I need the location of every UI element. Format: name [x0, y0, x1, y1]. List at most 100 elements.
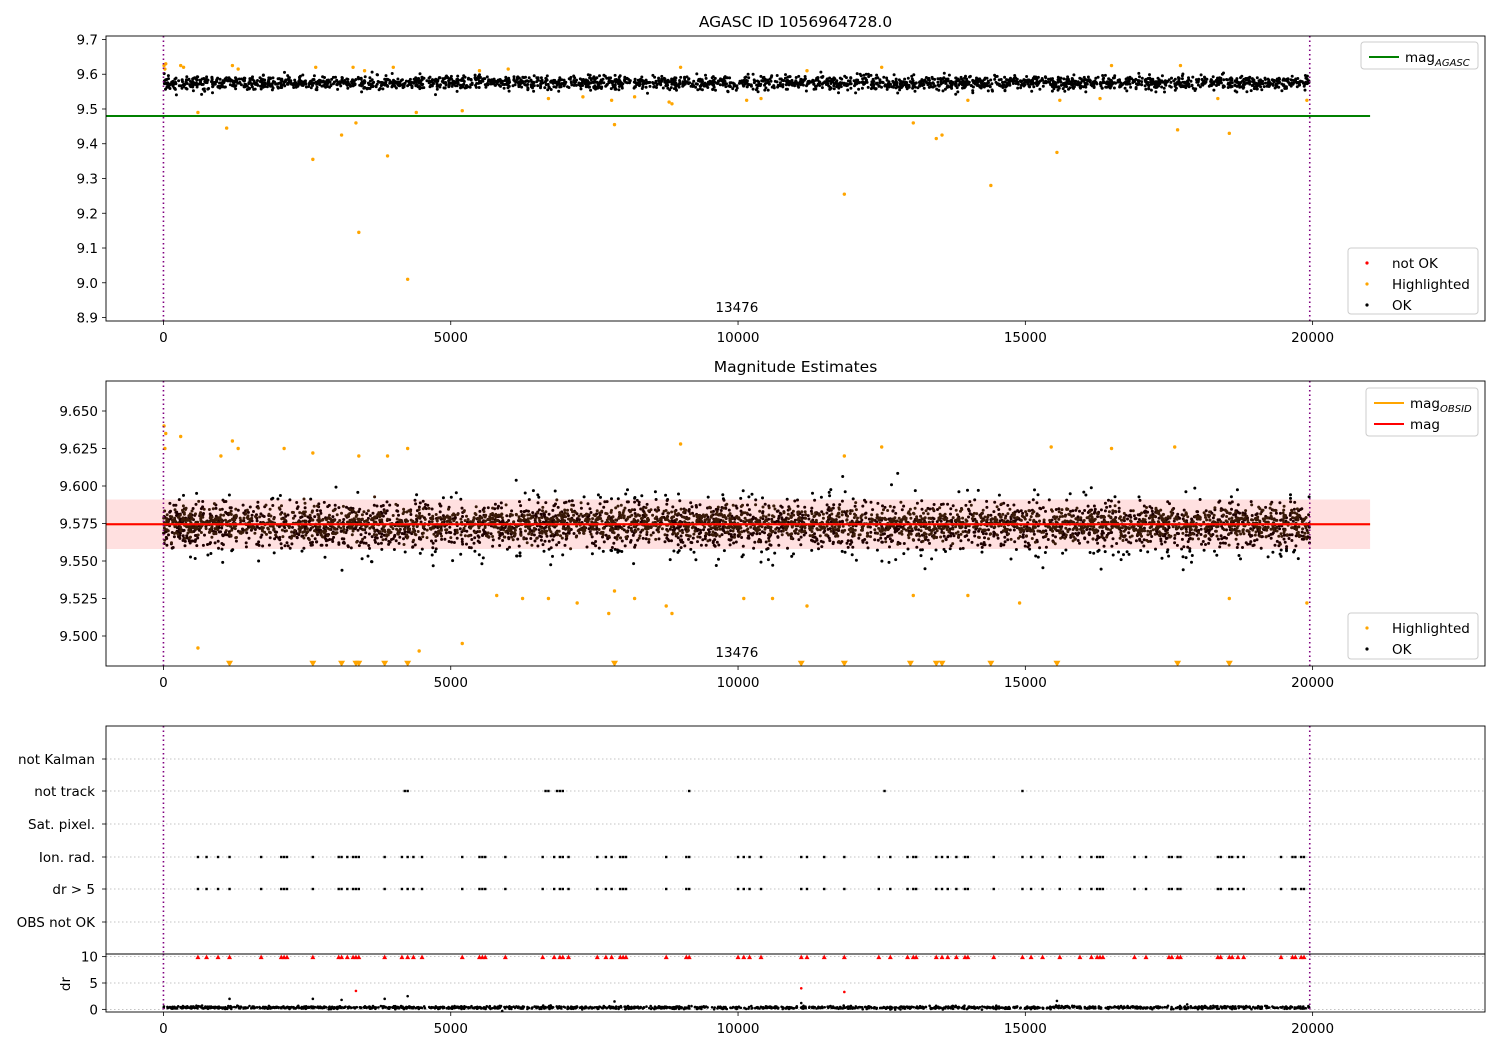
data-point [415, 493, 418, 496]
data-point [1188, 550, 1191, 553]
data-point [1147, 84, 1150, 87]
data-point [1003, 76, 1006, 79]
data-point [441, 80, 444, 83]
data-point [1016, 78, 1019, 81]
data-point [666, 84, 669, 87]
data-point [837, 87, 840, 90]
data-point [357, 77, 360, 80]
data-point [870, 87, 873, 90]
data-point [515, 479, 518, 482]
data-point [1181, 77, 1184, 80]
data-point [1141, 77, 1144, 80]
data-point [755, 88, 758, 91]
data-point [442, 496, 445, 499]
data-point [638, 84, 641, 87]
data-point [486, 75, 489, 78]
data-point [1112, 81, 1115, 84]
data-point [311, 158, 314, 161]
data-point [1239, 76, 1242, 79]
data-point [366, 87, 369, 90]
data-point [1147, 77, 1150, 80]
data-point [958, 81, 961, 84]
data-point [1303, 85, 1306, 88]
data-point [602, 81, 605, 84]
data-point [1146, 550, 1149, 553]
data-point [712, 84, 715, 87]
data-point [274, 83, 277, 86]
data-point [450, 82, 453, 85]
data-point [1308, 495, 1311, 498]
data-point [1129, 86, 1132, 89]
data-point [911, 78, 914, 81]
data-point [332, 76, 335, 79]
data-point [867, 73, 870, 76]
data-point [1049, 79, 1052, 82]
data-point [991, 88, 994, 91]
data-point [470, 79, 473, 82]
data-point [1167, 555, 1170, 558]
data-point [444, 82, 447, 85]
data-point [1203, 549, 1206, 552]
data-point [1157, 77, 1160, 80]
data-point [292, 84, 295, 87]
data-point [773, 552, 776, 555]
data-point [1034, 555, 1037, 558]
y-tick-label: 9.0 [77, 276, 98, 292]
data-point [614, 74, 617, 77]
data-point [1191, 554, 1194, 557]
data-point [759, 83, 762, 86]
data-point [551, 555, 554, 558]
data-point [924, 567, 927, 570]
data-point [654, 490, 657, 493]
data-point [474, 84, 477, 87]
data-point [392, 66, 395, 69]
data-point [1192, 87, 1195, 90]
data-point [487, 83, 490, 86]
data-point [1225, 78, 1228, 81]
legend-dot-swatch [1365, 261, 1368, 264]
data-point [535, 80, 538, 83]
data-point [1128, 83, 1131, 86]
data-point [1174, 85, 1177, 88]
data-point [886, 79, 889, 82]
data-point [462, 74, 465, 77]
data-point [1182, 555, 1185, 558]
data-point [1122, 553, 1125, 556]
data-point [1283, 87, 1286, 90]
data-point [524, 492, 527, 495]
data-point [732, 82, 735, 85]
data-point [205, 75, 208, 78]
data-point [1061, 552, 1064, 555]
data-point [335, 79, 338, 82]
data-point [391, 72, 394, 75]
data-point [1228, 132, 1231, 135]
data-point [196, 111, 199, 114]
data-point [962, 79, 965, 82]
data-point [1282, 83, 1285, 86]
data-point [966, 489, 969, 492]
data-point [478, 73, 481, 76]
data-point [844, 551, 847, 554]
data-point [585, 85, 588, 88]
data-point [1063, 90, 1066, 93]
data-point [388, 82, 391, 85]
data-point [751, 493, 754, 496]
data-point [1278, 77, 1281, 80]
data-point [726, 76, 729, 79]
data-point [943, 72, 946, 75]
data-point [320, 85, 323, 88]
data-point [598, 74, 601, 77]
data-point [451, 559, 454, 562]
data-point [619, 74, 622, 77]
data-point [727, 90, 730, 93]
data-point [1295, 82, 1298, 85]
data-point [203, 87, 206, 90]
data-point [684, 83, 687, 86]
data-point [805, 90, 808, 93]
data-point [207, 79, 210, 82]
data-point [543, 86, 546, 89]
data-point [1145, 82, 1148, 85]
data-point [954, 93, 957, 96]
data-point [522, 76, 525, 79]
data-point [1208, 85, 1211, 88]
